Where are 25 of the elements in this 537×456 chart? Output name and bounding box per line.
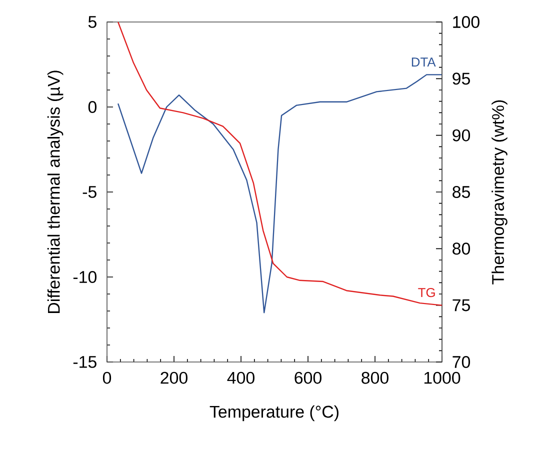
y-tick-label: -15 xyxy=(73,356,96,368)
line-series xyxy=(117,22,442,306)
x-tick-label: 0 xyxy=(102,372,112,384)
y-tick-label: -5 xyxy=(82,186,96,198)
y2-tick-label: 100 xyxy=(453,16,480,28)
y2-tick-label: 75 xyxy=(452,299,470,312)
y-tick-label: 0 xyxy=(88,101,97,113)
line-series xyxy=(117,74,442,314)
y-tick-label: 5 xyxy=(88,16,96,28)
y2-tick-label: 85 xyxy=(452,186,470,198)
series-label: TG xyxy=(418,288,435,298)
x-tick-label: 1000 xyxy=(424,372,460,384)
y2-tick-label: 70 xyxy=(452,356,470,368)
x-axis-title: Temperature (°C) xyxy=(210,405,338,422)
y-axis-title: Differential thermal analysis (µV) xyxy=(47,70,64,313)
series-label: DTA xyxy=(412,58,436,67)
x-tick-label: 800 xyxy=(362,372,388,384)
y-tick-label: -10 xyxy=(73,271,96,283)
y2-axis-title: Thermogravimetry (wt%) xyxy=(492,100,508,284)
y2-tick-label: 95 xyxy=(452,72,470,85)
x-tick-label: 200 xyxy=(160,372,188,384)
x-tick-label: 400 xyxy=(227,372,254,384)
y2-tick-label: 80 xyxy=(452,242,470,255)
y2-tick-label: 90 xyxy=(452,129,470,142)
x-tick-label: 600 xyxy=(294,372,322,384)
